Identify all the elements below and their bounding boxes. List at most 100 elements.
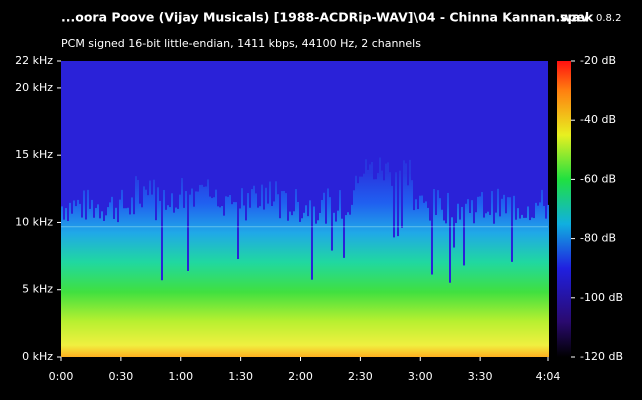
spectrogram-column [359, 176, 361, 357]
spectrogram-column [349, 214, 351, 357]
spectrogram-column [135, 176, 137, 357]
x-tick-label: 4:04 [536, 370, 561, 383]
spectrogram-column [531, 217, 533, 357]
spectrogram-column [293, 211, 295, 357]
spectrogram-column [175, 207, 177, 357]
spectrogram-column [469, 213, 471, 357]
spectrogram-column [393, 237, 395, 357]
spectrogram-column [279, 218, 281, 357]
spectrogram-column [497, 188, 499, 357]
spectrogram-column [149, 180, 151, 357]
x-tick-label: 0:00 [49, 370, 74, 383]
y-tick-label: 10 kHz [15, 215, 53, 228]
spectrogram-column [197, 191, 199, 357]
spectrogram-column [367, 169, 369, 357]
spectrogram-column [255, 193, 257, 357]
spectrogram-column [163, 189, 165, 357]
spectrogram-column [505, 213, 507, 357]
spectrogram-column [379, 157, 381, 357]
spectrogram-column [247, 193, 249, 357]
spectrogram-column [259, 206, 261, 357]
spectrogram-column [335, 221, 337, 357]
spectrogram-column [121, 189, 123, 357]
spectrogram-column [315, 223, 317, 357]
spectrogram-column [509, 197, 511, 357]
colorbar-tick-label: -20 dB [580, 54, 616, 67]
spectrogram-column [75, 206, 77, 357]
y-tick-label: 20 kHz [15, 81, 53, 94]
spectrogram-column [109, 202, 111, 357]
spectrogram-column [433, 189, 435, 357]
spectrogram-column [385, 163, 387, 357]
spectrogram-column [155, 220, 157, 357]
spectrogram-column [515, 219, 517, 357]
spectrogram-column [479, 196, 481, 357]
spectrogram-column [383, 180, 385, 357]
spectrogram-column [169, 207, 171, 357]
spectrogram-column [449, 282, 451, 357]
spectrogram-column [105, 215, 107, 357]
spectrogram-column [327, 188, 329, 357]
spectrogram-column [271, 205, 273, 357]
spectrogram-column [231, 204, 233, 357]
spectrogram-column [239, 208, 241, 357]
spectrogram-column [207, 179, 209, 357]
spectrogram-column [99, 218, 101, 357]
colorbar-tick-label: -80 dB [580, 232, 616, 245]
spectrogram-column [151, 194, 153, 357]
spectrogram-column [451, 217, 453, 357]
spectrogram-column [281, 191, 283, 357]
spectrogram-column [493, 223, 495, 357]
spectrogram-column [167, 205, 169, 357]
spectrogram-column [179, 194, 181, 357]
spectrogram-column [87, 189, 89, 357]
spectrogram-column [381, 170, 383, 357]
spectrogram-column [519, 218, 521, 357]
spectrogram-column [525, 217, 527, 357]
spectrogram-column [83, 190, 85, 357]
spectrogram-column [445, 223, 447, 357]
spectrogram-column [77, 199, 79, 357]
spectrogram-column [221, 205, 223, 357]
spectrogram-column [303, 212, 305, 357]
spectrogram-column [471, 200, 473, 357]
colorbar-tick-label: -120 dB [580, 350, 623, 363]
spectrogram-column [423, 202, 425, 357]
spectrogram-column [199, 184, 201, 357]
spectrogram-column [397, 236, 399, 357]
subtitle: PCM signed 16-bit little-endian, 1411 kb… [61, 37, 421, 50]
spectrogram-column [535, 202, 537, 357]
spectrogram-column [189, 194, 191, 357]
x-tick-label: 3:30 [468, 370, 493, 383]
spectrogram-column [437, 190, 439, 357]
spectrogram-column [269, 181, 271, 357]
colorbar-tick-label: -40 dB [580, 113, 616, 126]
colorbar [557, 61, 571, 357]
spectrogram-column [93, 217, 95, 357]
spectrogram-column [267, 203, 269, 357]
spectrogram-column [403, 160, 405, 357]
spectrogram-column [419, 195, 421, 357]
spectrogram-column [481, 192, 483, 357]
spectrogram-column [307, 216, 309, 357]
spectrogram-column [67, 221, 69, 357]
spectrogram-column [201, 184, 203, 357]
spectrogram-column [173, 212, 175, 357]
spectrogram-column [429, 220, 431, 357]
spectrogram-column [117, 222, 119, 357]
spectrogram-column [517, 208, 519, 357]
spectrogram-column [459, 219, 461, 357]
spectrogram-column [427, 207, 429, 357]
spectrogram-column [527, 206, 529, 357]
spectrogram-column [165, 209, 167, 357]
spectrogram-column [123, 208, 125, 357]
spectrogram-column [209, 196, 211, 357]
spectrogram-column [457, 203, 459, 357]
spectrogram-column [401, 227, 403, 357]
spectrogram-column [503, 194, 505, 357]
x-tick-label: 3:00 [408, 370, 433, 383]
spectrogram-column [399, 170, 401, 357]
y-tick-label: 0 kHz [22, 350, 53, 363]
spectrogram-column [265, 187, 267, 357]
spectrogram-column [233, 202, 235, 357]
